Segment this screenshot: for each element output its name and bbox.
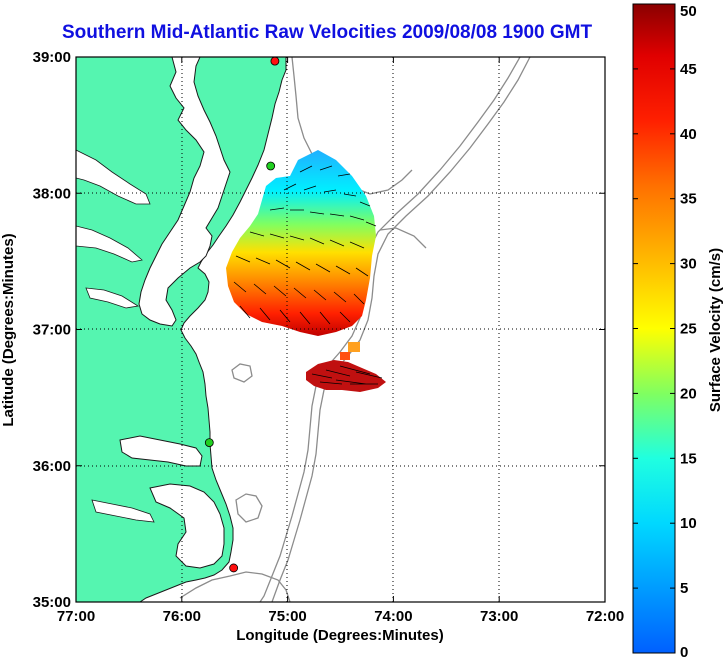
grid-lines — [76, 57, 605, 602]
colorbar-tick-label: 20 — [680, 385, 697, 402]
x-axis-label: Longitude (Degrees:Minutes) — [236, 627, 444, 644]
x-tick-label: 76:00 — [163, 608, 201, 625]
colorbar-tick-label: 15 — [680, 450, 697, 467]
velocity-cell — [348, 342, 360, 352]
colorbar-tick-label: 25 — [680, 321, 697, 338]
x-tick-label: 72:00 — [586, 608, 624, 625]
colorbar-tick-label: 35 — [680, 191, 697, 208]
y-tick-label: 36:00 — [33, 458, 71, 475]
longitude-ticks: 77:00 76:00 75:00 74:00 73:00 72:00 — [57, 57, 624, 625]
station-marker-north — [270, 57, 280, 66]
bay-inlet — [85, 287, 140, 309]
y-tick-label: 39:00 — [33, 49, 71, 66]
bay-inlet — [76, 225, 143, 263]
colorbar-tick-label: 50 — [680, 3, 697, 20]
chesapeake-bay — [138, 57, 231, 327]
velocity-field-north — [226, 150, 376, 336]
colorbar-tick-label: 40 — [680, 126, 697, 143]
colorbar-tick-label: 10 — [680, 515, 697, 532]
colorbar-label: Surface Velocity (cm/s) — [707, 248, 724, 412]
y-axis-label: Latitude (Degrees:Minutes) — [0, 233, 17, 426]
station-markers — [204, 57, 280, 573]
y-tick-label: 35:00 — [33, 594, 71, 611]
y-tick-label: 37:00 — [33, 322, 71, 339]
velocity-cell — [340, 352, 350, 360]
colorbar-tick-label: 45 — [680, 61, 697, 78]
x-tick-label: 77:00 — [57, 608, 95, 625]
pamlico-river — [91, 499, 155, 523]
colorbar — [632, 3, 676, 654]
velocity-field — [226, 150, 386, 392]
y-tick-label: 38:00 — [33, 185, 71, 202]
velocity-vectors — [233, 165, 383, 385]
x-tick-label: 73:00 — [480, 608, 518, 625]
station-marker-duck — [204, 438, 214, 447]
colorbar-tick-label: 30 — [680, 256, 697, 273]
bay-inlet — [76, 149, 151, 205]
colorbar-ticks: 0 5 10 15 20 25 30 35 40 45 50 — [633, 3, 697, 659]
latitude-ticks: 35:00 36:00 37:00 38:00 39:00 — [33, 49, 605, 611]
bathymetry-contours — [179, 57, 531, 602]
x-tick-label: 75:00 — [268, 608, 306, 625]
x-tick-label: 74:00 — [374, 608, 412, 625]
station-marker-assateague — [266, 161, 276, 171]
colorbar-tick-label: 0 — [680, 644, 688, 659]
colorbar-tick-label: 5 — [680, 580, 688, 597]
map-title: Southern Mid-Atlantic Raw Velocities 200… — [62, 22, 593, 43]
pamlico-sound — [149, 483, 225, 569]
station-marker-hatteras — [229, 563, 239, 573]
